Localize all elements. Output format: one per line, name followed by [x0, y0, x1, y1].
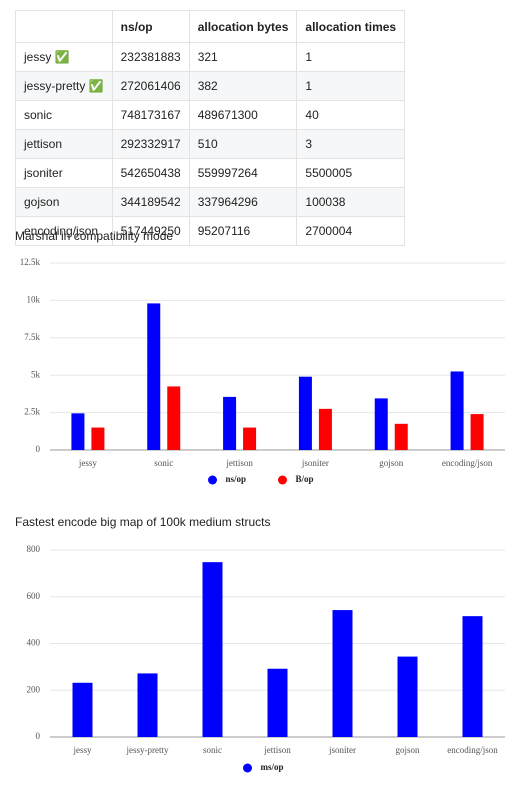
value-cell: 1: [296, 71, 406, 101]
x-tick-label: gojson: [395, 745, 420, 755]
x-tick-label: sonic: [203, 745, 222, 755]
bar: [374, 398, 388, 450]
table-row: jessy ✅ 232381883 321 1: [15, 42, 406, 72]
table-row: encoding/json 517449250 95207116 2700004: [15, 216, 406, 246]
table-row: sonic 748173167 489671300 40: [15, 100, 406, 130]
bar: [72, 682, 93, 737]
y-tick-label: 0: [36, 444, 41, 454]
y-tick-label: 800: [27, 544, 41, 554]
x-tick-label: encoding/json: [447, 745, 498, 755]
y-tick-label: 0: [36, 731, 41, 741]
name-cell: jettison: [15, 129, 113, 159]
table-row: jessy-pretty ✅ 272061406 382 1: [15, 71, 406, 101]
value-cell: 510: [188, 129, 298, 159]
name-cell: encoding/json: [15, 216, 113, 246]
legend-label: ms/op: [261, 762, 284, 772]
value-cell: 292332917: [111, 129, 190, 159]
value-cell: 542650438: [111, 158, 190, 188]
legend-label: ns/op: [226, 474, 247, 484]
value-cell: 337964296: [188, 187, 298, 217]
x-tick-label: gojson: [379, 458, 404, 468]
bar: [137, 673, 158, 737]
name-cell: gojson: [15, 187, 113, 217]
x-tick-label: jettison: [225, 458, 253, 468]
name-cell: jsoniter: [15, 158, 113, 188]
legend-marker: [243, 763, 252, 773]
name-cell: sonic: [15, 100, 113, 130]
bar: [223, 396, 237, 450]
bar: [394, 423, 408, 450]
value-cell: 748173167: [111, 100, 190, 130]
column-header: allocation times: [296, 10, 406, 43]
bar: [298, 376, 312, 450]
y-tick-label: 200: [27, 684, 41, 694]
value-cell: 5500005: [296, 158, 406, 188]
x-tick-label: jsoniter: [328, 745, 356, 755]
value-cell: 321: [188, 42, 298, 72]
bar: [318, 408, 332, 450]
bar: [91, 427, 105, 450]
benchmark-table: ns/op allocation bytes allocation times jes…: [15, 10, 406, 246]
name-cell: jessy-pretty ✅: [15, 71, 113, 101]
y-tick-label: 2.5k: [24, 407, 40, 417]
y-tick-label: 400: [27, 638, 41, 648]
bar: [243, 427, 257, 450]
bar: [397, 656, 418, 737]
table-row: jsoniter 542650438 559997264 5500005: [15, 158, 406, 188]
value-cell: 272061406: [111, 71, 190, 101]
value-cell: 517449250: [111, 216, 190, 246]
value-cell: 100038: [296, 187, 406, 217]
x-tick-label: jettison: [263, 745, 291, 755]
bar: [470, 414, 484, 450]
value-cell: 2700004: [296, 216, 406, 246]
x-tick-label: jessy: [73, 745, 93, 755]
legend-label: B/op: [296, 474, 314, 484]
value-cell: 382: [188, 71, 298, 101]
chart-title: Marshal in compatibility mode: [15, 229, 173, 243]
bar: [462, 616, 483, 737]
bar: [167, 386, 181, 450]
bar: [332, 610, 353, 737]
bar: [71, 413, 85, 450]
legend-marker: [208, 475, 217, 485]
x-tick-label: jessy: [78, 458, 98, 468]
value-cell: 489671300: [188, 100, 298, 130]
x-tick-label: jessy-pretty: [126, 745, 169, 755]
bar: [147, 303, 161, 450]
x-tick-label: sonic: [154, 458, 173, 468]
value-cell: 344189542: [111, 187, 190, 217]
value-cell: 3: [296, 129, 406, 159]
value-cell: 232381883: [111, 42, 190, 72]
table-row: gojson 344189542 337964296 100038: [15, 187, 406, 217]
x-tick-label: jsoniter: [301, 458, 329, 468]
legend-marker: [278, 475, 287, 485]
y-tick-label: 600: [27, 591, 41, 601]
value-cell: 559997264: [188, 158, 298, 188]
y-tick-label: 5k: [31, 369, 41, 379]
value-cell: 40: [296, 100, 406, 130]
value-cell: 95207116: [188, 216, 298, 246]
table-row: jettison 292332917 510 3: [15, 129, 406, 159]
bar: [202, 562, 223, 737]
y-tick-label: 12.5k: [20, 257, 41, 267]
y-tick-label: 10k: [27, 294, 41, 304]
bar: [450, 371, 464, 450]
bar: [267, 668, 288, 737]
y-tick-label: 7.5k: [24, 332, 40, 342]
chart-title: Fastest encode big map of 100k medium st…: [15, 515, 270, 529]
x-tick-label: encoding/json: [442, 458, 493, 468]
